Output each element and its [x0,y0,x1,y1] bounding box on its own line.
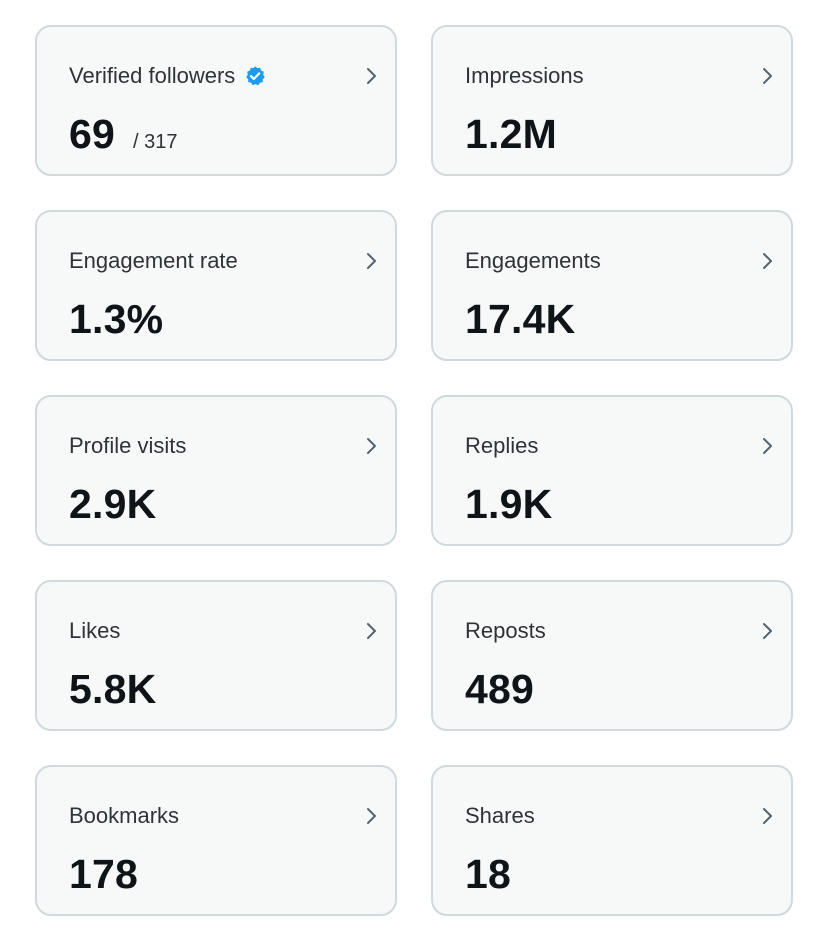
metric-card-bookmarks[interactable]: Bookmarks 178 [35,765,397,916]
metric-label-row: Verified followers [69,63,266,89]
metric-card-engagements[interactable]: Engagements 17.4K [431,210,793,361]
metric-card-likes[interactable]: Likes 5.8K [35,580,397,731]
metric-label: Verified followers [69,63,236,88]
metric-card-impressions[interactable]: Impressions 1.2M [431,25,793,176]
metric-value-row: 1.2M [465,111,557,157]
chevron-right-icon [763,253,772,269]
metric-label: Impressions [465,63,584,88]
metric-value: 178 [69,851,139,897]
chevron-right-icon [367,253,376,269]
metric-value-row: 178 [69,851,138,897]
metric-card-profile-visits[interactable]: Profile visits 2.9K [35,395,397,546]
metric-label: Likes [69,618,121,643]
metric-value-row: 69 / 317 [69,111,178,157]
metric-value-row: 489 [465,666,534,712]
metric-value: 1.9K [465,481,553,527]
metric-label: Shares [465,803,535,828]
metrics-grid: Verified followers 69 / 317 Impressions … [35,25,793,916]
metric-label: Engagements [465,248,601,273]
metric-card-shares[interactable]: Shares 18 [431,765,793,916]
metric-label: Engagement rate [69,248,238,273]
metric-value-row: 17.4K [465,296,575,342]
metric-value: 69 [69,111,116,157]
metric-value-row: 1.3% [69,296,163,342]
chevron-right-icon [763,438,772,454]
metric-value: 18 [465,851,512,897]
chevron-right-icon [763,808,772,824]
verified-badge-icon [246,66,266,86]
chevron-right-icon [763,623,772,639]
metric-total: / 317 [133,131,178,153]
metric-card-replies[interactable]: Replies 1.9K [431,395,793,546]
chevron-right-icon [763,68,772,84]
metric-value: 5.8K [69,666,157,712]
metric-value: 2.9K [69,481,157,527]
chevron-right-icon [367,438,376,454]
metric-value: 1.3% [69,296,164,342]
metric-card-reposts[interactable]: Reposts 489 [431,580,793,731]
chevron-right-icon [367,623,376,639]
metric-label: Reposts [465,618,546,643]
metric-value-row: 18 [465,851,511,897]
metric-value-row: 5.8K [69,666,156,712]
metric-label: Bookmarks [69,803,180,828]
metric-label: Profile visits [69,433,187,458]
metric-value: 489 [465,666,535,712]
metric-value-row: 1.9K [465,481,552,527]
metric-value: 17.4K [465,296,576,342]
metric-card-verified-followers[interactable]: Verified followers 69 / 317 [35,25,397,176]
metric-label: Replies [465,433,539,458]
metric-card-engagement-rate[interactable]: Engagement rate 1.3% [35,210,397,361]
chevron-right-icon [367,68,376,84]
metric-value: 1.2M [465,111,557,157]
chevron-right-icon [367,808,376,824]
metric-value-row: 2.9K [69,481,156,527]
